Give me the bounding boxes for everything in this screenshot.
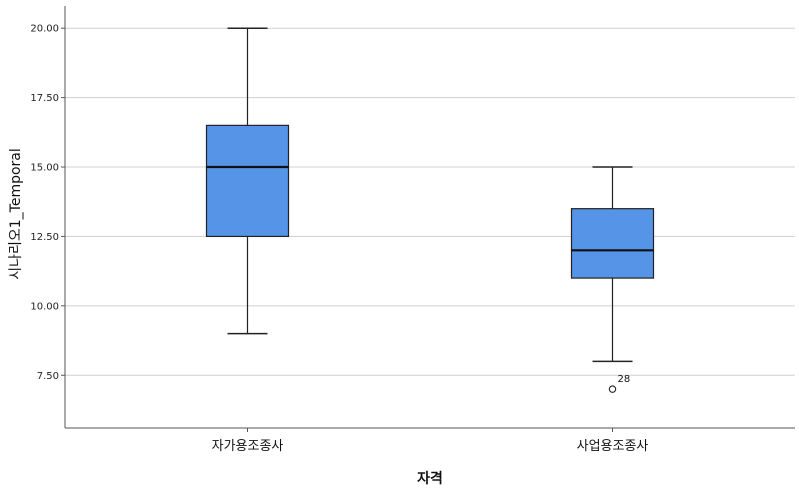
y-tick-label: 20.00 — [30, 24, 59, 35]
outlier-point — [608, 385, 617, 393]
y-tick-label: 17.50 — [30, 93, 59, 104]
category-label: 사업용조종사 — [577, 439, 649, 454]
y-tick-label: 7.50 — [37, 371, 59, 382]
outlier-label: 28 — [618, 374, 631, 385]
box-1 — [205, 27, 290, 335]
y-tick-label: 15.00 — [30, 163, 59, 174]
box-2: 28 — [570, 166, 655, 393]
category-label: 자가용조종사 — [212, 439, 284, 454]
iqr-box — [205, 124, 290, 238]
gridlines — [65, 27, 795, 376]
category-labels: 자가용조종사 사업용조종사 — [212, 439, 649, 454]
y-tick-labels: 7.50 10.00 12.50 15.00 17.50 20.00 — [30, 24, 59, 382]
axes — [61, 6, 795, 432]
x-axis-title: 자격 — [417, 470, 443, 487]
boxes: 28 — [205, 27, 655, 393]
y-axis-title: 시나리오1_Temporal — [8, 148, 24, 280]
iqr-box — [570, 208, 655, 279]
y-tick-label: 12.50 — [30, 232, 59, 243]
y-tick-label: 10.00 — [30, 301, 59, 312]
